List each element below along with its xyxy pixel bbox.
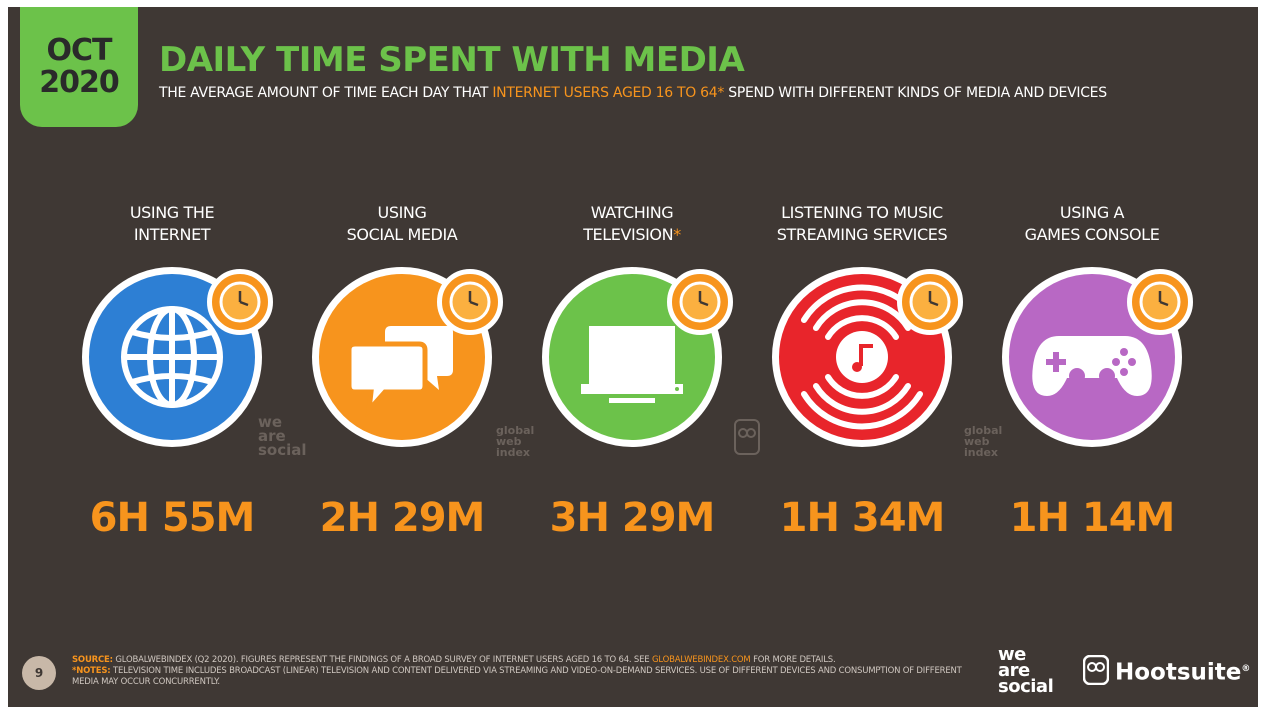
registered-mark: ® <box>1241 663 1251 674</box>
media-label-line1: LISTENING TO MUSIC <box>781 203 943 222</box>
source-link[interactable]: GLOBALWEBINDEX.COM <box>651 655 751 665</box>
we-are-social-logo: we are social <box>998 644 1054 697</box>
page-subtitle: THE AVERAGE AMOUNT OF TIME EACH DAY THAT… <box>159 85 1107 101</box>
media-time-value: 3H 29M <box>549 495 716 541</box>
subtitle-highlight: INTERNET USERS AGED 16 TO 64* <box>492 85 725 101</box>
media-circle <box>1002 267 1182 447</box>
media-circle <box>772 267 952 447</box>
media-label-line2: INTERNET <box>133 225 211 244</box>
media-label-line1: USING <box>377 203 427 222</box>
hootsuite-wordmark: Hootsuite <box>1115 659 1242 686</box>
subtitle-post: SPEND WITH DIFFERENT KINDS OF MEDIA AND … <box>724 85 1107 101</box>
subtitle-pre: THE AVERAGE AMOUNT OF TIME EACH DAY THAT <box>159 85 493 101</box>
clock-badge <box>207 269 273 335</box>
logo-word: we <box>998 644 1026 665</box>
date-badge: OCT 2020 <box>20 7 138 127</box>
source-end: FOR MORE DETAILS. <box>750 655 836 665</box>
wm-word: global <box>964 424 1003 437</box>
globalwebindex-watermark: global web index <box>496 425 534 458</box>
notes-label: *NOTES: <box>72 666 111 676</box>
media-label-line2: GAMES CONSOLE <box>1024 225 1160 244</box>
media-label: USING A GAMES CONSOLE <box>977 202 1207 246</box>
media-time-value: 1H 34M <box>779 495 946 541</box>
wm-word: index <box>496 446 531 459</box>
wm-word: web <box>496 435 522 448</box>
date-year: 2020 <box>39 65 120 100</box>
wm-word: we <box>258 413 283 431</box>
media-label-line2: STREAMING SERVICES <box>776 225 948 244</box>
we-are-social-watermark: we are social <box>258 413 307 459</box>
page-title: DAILY TIME SPENT WITH MEDIA <box>159 40 745 80</box>
media-label-asterisk: * <box>673 225 681 244</box>
date-month: OCT <box>46 33 113 68</box>
globalwebindex-watermark-2: global web index <box>964 425 1002 458</box>
logo-word: social <box>998 676 1054 697</box>
media-label-line2: SOCIAL MEDIA <box>346 225 458 244</box>
media-label: USING SOCIAL MEDIA <box>287 202 517 246</box>
hootsuite-owl-icon <box>1082 654 1110 691</box>
page-number: 9 <box>22 656 56 690</box>
source-label: SOURCE: <box>72 655 113 665</box>
media-label: USING THE INTERNET <box>57 202 287 246</box>
footer-notes: SOURCE: GLOBALWEBINDEX (Q2 2020). FIGURE… <box>72 655 972 688</box>
slide: OCT 2020 DAILY TIME SPENT WITH MEDIA THE… <box>8 7 1258 707</box>
media-label-line1: WATCHING <box>590 203 674 222</box>
clock-badge <box>667 269 733 335</box>
media-time-value: 1H 14M <box>1009 495 1176 541</box>
logo-word: are <box>998 660 1030 681</box>
wm-word: global <box>496 424 535 437</box>
media-time-value: 2H 29M <box>319 495 486 541</box>
wm-word: web <box>964 435 990 448</box>
hootsuite-owl-watermark-icon <box>734 419 760 457</box>
wm-word: index <box>964 446 999 459</box>
media-label: LISTENING TO MUSIC STREAMING SERVICES <box>747 202 977 246</box>
clock-badge <box>437 269 503 335</box>
wm-word: are <box>258 427 286 445</box>
clock-badge <box>1127 269 1193 335</box>
notes-text: TELEVISION TIME INCLUDES BROADCAST (LINE… <box>72 666 962 687</box>
media-label: WATCHING TELEVISION* <box>517 202 747 246</box>
source-text: GLOBALWEBINDEX (Q2 2020). FIGURES REPRES… <box>112 655 652 665</box>
media-label-line1: USING A <box>1059 203 1125 222</box>
media-time-value: 6H 55M <box>89 495 256 541</box>
media-label-line2: TELEVISION <box>583 225 674 244</box>
wm-word: social <box>258 441 307 459</box>
clock-badge <box>897 269 963 335</box>
media-label-line1: USING THE <box>129 203 215 222</box>
hootsuite-logo: Hootsuite® <box>1082 654 1251 691</box>
